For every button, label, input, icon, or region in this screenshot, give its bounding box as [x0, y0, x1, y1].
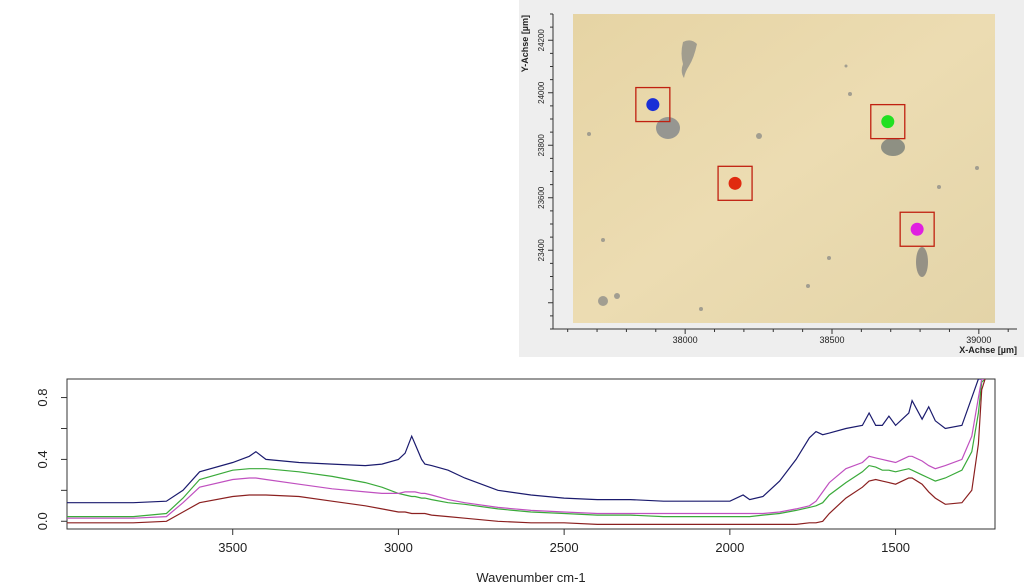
y-axis-label: Y-Achse [µm]	[520, 15, 530, 72]
y-tick-label: 23800	[537, 134, 546, 157]
point-box-red	[717, 165, 753, 201]
point-box-green	[870, 103, 906, 140]
spectrum-x-tick-label: 2000	[715, 540, 744, 555]
spectrum-y-tick-label: 0.4	[35, 450, 50, 468]
point-green	[881, 115, 895, 129]
spectrum-x-tick-label: 3500	[218, 540, 247, 555]
spectrum-x-tick-label: 2500	[550, 540, 579, 555]
spectrum-plot-area	[66, 378, 996, 530]
point-magenta	[910, 222, 924, 236]
microscope-axes: 38000 38500 39000 23400 23600 23800 24000 24200	[537, 13, 1017, 345]
microscope-points	[635, 86, 935, 247]
point-box-blue	[635, 86, 671, 123]
spectrum-y-tick-label: 0.0	[35, 512, 50, 530]
y-tick-label: 24200	[537, 29, 546, 52]
point-red	[728, 176, 742, 190]
spectrum-y-tick-label: 0.8	[35, 389, 50, 407]
spectrum-x-tick-label: 3000	[384, 540, 413, 555]
microscope-particles	[587, 40, 979, 311]
y-tick-label: 24000	[537, 81, 546, 104]
series-line-magenta	[67, 379, 986, 519]
series-line-red	[67, 379, 986, 525]
spectrum-axes: 3500 3000 2500 2000 1500 0.0 0.4 0.8	[35, 389, 910, 555]
point-box-magenta	[899, 211, 935, 247]
series-line-blue	[67, 379, 986, 504]
x-axis-label: X-Achse [µm]	[959, 345, 1017, 355]
series-line-green	[67, 379, 986, 518]
x-tick-label: 38500	[819, 335, 844, 345]
x-tick-label: 39000	[966, 335, 991, 345]
spectrum-x-axis-label: Wavenumber cm-1	[476, 570, 585, 585]
y-tick-label: 23600	[537, 186, 546, 209]
spectrum-x-tick-label: 1500	[881, 540, 910, 555]
spectrum-lines	[67, 379, 986, 525]
point-blue	[646, 98, 660, 112]
x-tick-label: 38000	[673, 335, 698, 345]
y-tick-label: 23400	[537, 239, 546, 262]
